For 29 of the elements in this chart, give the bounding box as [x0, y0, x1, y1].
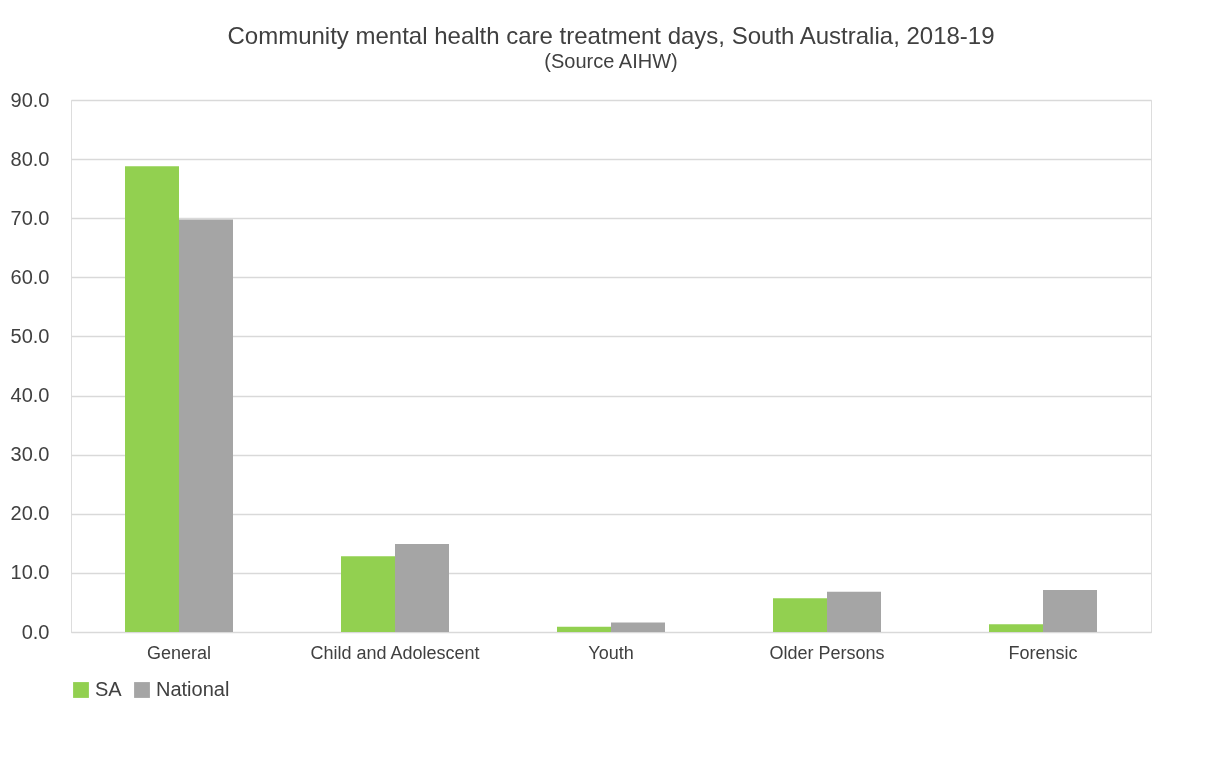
y-tick-label: 0.0 — [21, 620, 50, 643]
y-tick-label: 10.0 — [10, 561, 50, 584]
y-tick-label: 40.0 — [10, 384, 50, 407]
bar — [341, 556, 395, 632]
x-tick-label: General — [146, 642, 212, 663]
y-tick-label: 50.0 — [10, 324, 50, 347]
chart-title: Community mental health care treatment days, South Australia, 2018-19 — [227, 22, 995, 49]
y-tick-label: 20.0 — [10, 502, 50, 525]
bar — [125, 166, 179, 632]
x-tick-label: Youth — [588, 642, 634, 663]
bar — [773, 598, 827, 632]
bar — [179, 219, 233, 632]
x-tick-label: Child and Adolescent — [310, 642, 480, 663]
bar — [395, 543, 449, 632]
y-tick-label: 30.0 — [10, 443, 50, 466]
y-tick-label: 80.0 — [10, 147, 50, 170]
bar — [611, 622, 665, 632]
bar — [827, 591, 881, 632]
y-tick-label: 70.0 — [10, 206, 50, 229]
bar — [1043, 590, 1097, 632]
bar — [989, 624, 1043, 632]
x-tick-label: Older Persons — [769, 642, 885, 663]
legend-label: National — [156, 678, 230, 700]
y-tick-label: 90.0 — [10, 88, 50, 111]
legend-label: SA — [95, 678, 123, 700]
x-tick-label: Forensic — [1008, 642, 1078, 663]
chart-subtitle: (Source AIHW) — [544, 50, 678, 72]
y-tick-label: 60.0 — [10, 265, 50, 288]
bar — [557, 626, 611, 632]
